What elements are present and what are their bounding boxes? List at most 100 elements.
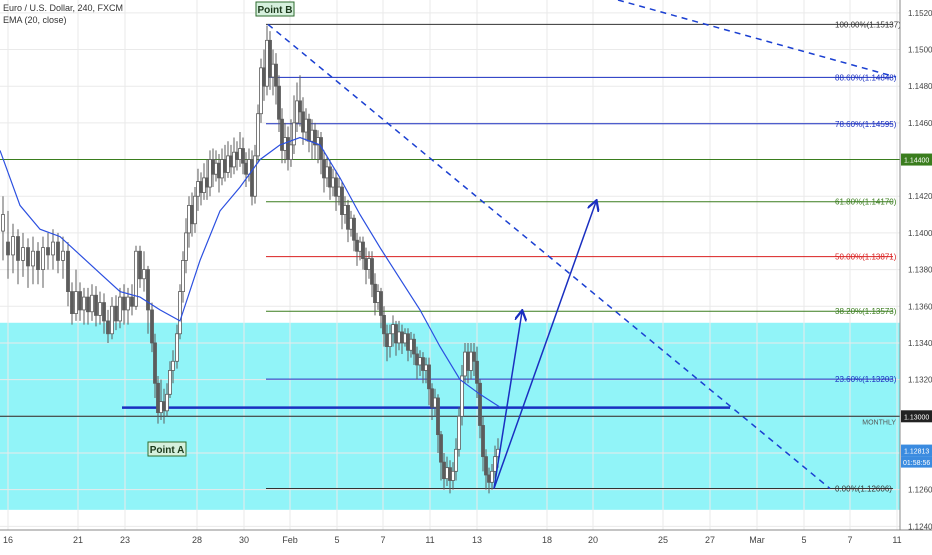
x-tick-label: 27 [705, 535, 715, 545]
candle-body [388, 333, 392, 348]
candle-body [82, 296, 86, 311]
candle-body [244, 162, 248, 175]
candle-body [382, 315, 386, 335]
candle-body [475, 360, 479, 384]
candle-body [90, 294, 94, 313]
h-line-price-badge-bg [901, 153, 932, 166]
y-tick-label: 1.15200 [908, 9, 932, 18]
candle-body [364, 258, 368, 270]
candle-body [346, 204, 350, 230]
candle-body [340, 186, 344, 215]
x-tick-label: 30 [239, 535, 249, 545]
symbol-title: Euro / U.S. Dollar, 240, FXCM [3, 3, 124, 13]
candle-body [439, 434, 443, 463]
fib-level-label: 61.80%(1.14170) [835, 198, 897, 207]
candle-body [331, 177, 335, 188]
candle-body [235, 151, 239, 160]
candle-body [409, 338, 413, 351]
candle-body [367, 258, 371, 270]
candle-body [442, 461, 446, 480]
fib-level-label: 100.00%(1.15137) [835, 20, 901, 29]
candle-body [490, 470, 494, 483]
x-tick-label: Feb [282, 535, 298, 545]
candle-body [361, 241, 365, 259]
candle-body [385, 333, 389, 348]
candle-body [150, 309, 154, 344]
y-tick-label: 1.14600 [908, 119, 932, 128]
candle-body [427, 364, 431, 390]
candle-body [114, 305, 118, 322]
candle-body [394, 324, 398, 344]
candle-body [142, 269, 146, 280]
candle-body [168, 370, 172, 395]
x-tick-label: 20 [588, 535, 598, 545]
candle-body [31, 250, 35, 267]
candle-body [138, 250, 142, 280]
candle-body [199, 181, 203, 193]
candle-body [424, 364, 428, 371]
candle-body [322, 159, 326, 179]
candle-body [162, 401, 166, 412]
point-b-box [255, 1, 295, 17]
candle-body [165, 393, 169, 412]
candle-body [94, 294, 98, 316]
x-tick-label: 11 [892, 535, 901, 545]
candle-body [106, 320, 110, 335]
point-a-box [147, 441, 187, 457]
candle-body [6, 241, 10, 256]
candle-body [1, 214, 5, 232]
candle-body [16, 236, 20, 261]
candle-body [484, 456, 488, 476]
candle-body [451, 470, 455, 481]
x-tick-label: 11 [425, 535, 434, 545]
candle-body [226, 155, 230, 173]
y-tick-label: 1.15000 [908, 46, 932, 55]
candle-body [208, 159, 212, 188]
candle-body [21, 247, 25, 261]
candle-body [238, 148, 242, 160]
candle-body [433, 397, 437, 408]
candle-body [286, 137, 290, 160]
candle-body [102, 302, 106, 322]
candle-body [74, 291, 78, 314]
candle-body [156, 382, 160, 414]
projection-arrow-short [493, 312, 522, 489]
candle-body [304, 118, 308, 133]
candle-body [110, 305, 114, 335]
candle-body [211, 159, 215, 175]
y-tick-label: 1.13400 [908, 339, 932, 348]
candle-body [325, 166, 329, 179]
candle-body [11, 236, 15, 256]
last-price-badge-bg [901, 444, 932, 457]
candle-body [397, 331, 401, 344]
x-tick-label: 7 [380, 535, 385, 545]
candle-body [66, 250, 70, 292]
candle-body [370, 258, 374, 285]
trend-line-down [267, 23, 831, 490]
candle-body [274, 63, 278, 87]
candle-body [352, 217, 356, 241]
y-tick-label: 1.13800 [908, 266, 932, 275]
h-line-price-badge: 1.14400 [904, 158, 929, 165]
candle-body [307, 118, 311, 142]
candle-body [153, 342, 157, 384]
fib-level-label: 38.20%(1.13573) [835, 307, 897, 316]
candle-body [289, 144, 293, 160]
candle-body [328, 166, 332, 188]
candle-body [334, 177, 338, 197]
candle-body [355, 239, 359, 252]
candle-body [98, 302, 102, 316]
candle-body [343, 204, 347, 215]
candle-body [51, 241, 55, 256]
candle-body [146, 269, 150, 311]
candle-body [454, 448, 458, 472]
candle-body [493, 456, 497, 472]
trend-line-upper [617, 0, 897, 78]
candle-body [337, 186, 341, 197]
candle-body [262, 67, 266, 87]
candle-body [193, 195, 197, 225]
candle-body [301, 111, 305, 133]
candle-body [118, 296, 122, 322]
